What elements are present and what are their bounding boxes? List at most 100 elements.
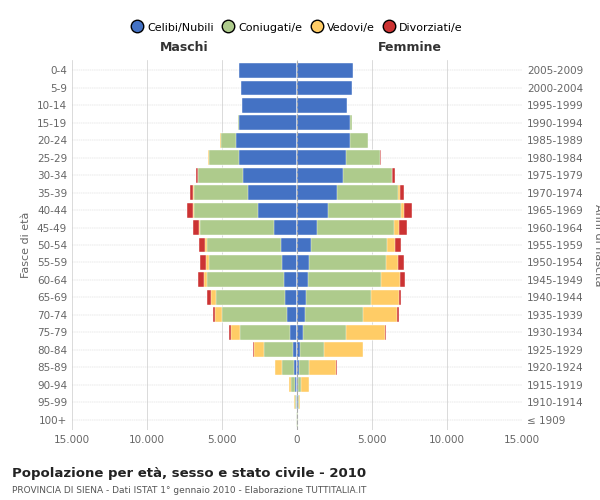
Bar: [254, 342, 297, 357]
Bar: [297, 377, 301, 392]
Bar: [206, 255, 297, 270]
Bar: [296, 412, 297, 427]
Bar: [289, 377, 297, 392]
Bar: [289, 377, 297, 392]
Bar: [221, 133, 297, 148]
Bar: [297, 133, 368, 148]
Bar: [265, 342, 297, 357]
Bar: [297, 185, 400, 200]
Bar: [297, 80, 352, 96]
Bar: [297, 63, 353, 78]
Bar: [220, 133, 297, 148]
Bar: [293, 342, 297, 357]
Bar: [294, 394, 297, 409]
Bar: [253, 342, 297, 357]
Bar: [297, 325, 385, 340]
Bar: [290, 325, 297, 340]
Bar: [295, 394, 297, 409]
Bar: [240, 325, 297, 340]
Bar: [297, 202, 328, 218]
Bar: [297, 342, 301, 357]
Bar: [297, 272, 400, 287]
Bar: [229, 325, 297, 340]
Bar: [297, 308, 398, 322]
Bar: [239, 116, 297, 130]
Bar: [297, 98, 347, 113]
Bar: [297, 98, 347, 113]
Bar: [239, 63, 297, 78]
Bar: [297, 360, 299, 374]
Bar: [297, 308, 397, 322]
Bar: [243, 168, 297, 182]
Bar: [297, 116, 352, 130]
Bar: [241, 80, 297, 96]
Bar: [292, 377, 297, 392]
Bar: [284, 272, 297, 287]
Bar: [297, 412, 298, 427]
Bar: [297, 290, 398, 305]
Bar: [242, 98, 297, 113]
Bar: [248, 185, 297, 200]
Bar: [209, 255, 297, 270]
Bar: [297, 133, 368, 148]
Bar: [297, 185, 337, 200]
Bar: [297, 325, 386, 340]
Bar: [208, 290, 297, 305]
Bar: [297, 342, 362, 357]
Bar: [297, 238, 388, 252]
Bar: [242, 98, 297, 113]
Bar: [199, 272, 297, 287]
Bar: [295, 360, 297, 374]
Bar: [297, 272, 308, 287]
Bar: [282, 360, 297, 374]
Bar: [199, 238, 297, 252]
Bar: [297, 394, 300, 409]
Bar: [294, 394, 297, 409]
Bar: [297, 63, 353, 78]
Bar: [297, 150, 380, 165]
Bar: [297, 220, 394, 235]
Bar: [238, 116, 297, 130]
Bar: [297, 116, 352, 130]
Bar: [283, 255, 297, 270]
Bar: [297, 116, 352, 130]
Bar: [241, 80, 297, 96]
Bar: [297, 325, 346, 340]
Bar: [238, 116, 297, 130]
Bar: [239, 150, 297, 165]
Bar: [297, 202, 404, 218]
Bar: [297, 342, 363, 357]
Bar: [297, 150, 380, 165]
Bar: [196, 168, 297, 182]
Text: Popolazione per età, sesso e stato civile - 2010: Popolazione per età, sesso e stato civil…: [12, 468, 366, 480]
Bar: [212, 308, 297, 322]
Bar: [208, 150, 297, 165]
Bar: [220, 133, 297, 148]
Bar: [297, 133, 367, 148]
Bar: [205, 238, 297, 252]
Bar: [297, 377, 310, 392]
Bar: [297, 360, 337, 374]
Bar: [208, 150, 297, 165]
Bar: [187, 202, 297, 218]
Bar: [297, 168, 343, 182]
Bar: [198, 168, 297, 182]
Bar: [297, 238, 395, 252]
Bar: [297, 168, 392, 182]
Bar: [209, 150, 297, 165]
Bar: [222, 308, 297, 322]
Bar: [207, 272, 297, 287]
Bar: [295, 377, 297, 392]
Bar: [297, 272, 406, 287]
Bar: [297, 116, 350, 130]
Bar: [275, 360, 297, 374]
Bar: [296, 412, 297, 427]
Bar: [239, 63, 297, 78]
Bar: [193, 185, 297, 200]
Bar: [297, 150, 380, 165]
Bar: [297, 412, 298, 427]
Bar: [297, 238, 311, 252]
Bar: [297, 80, 352, 96]
Bar: [204, 272, 297, 287]
Text: Maschi: Maschi: [160, 41, 209, 54]
